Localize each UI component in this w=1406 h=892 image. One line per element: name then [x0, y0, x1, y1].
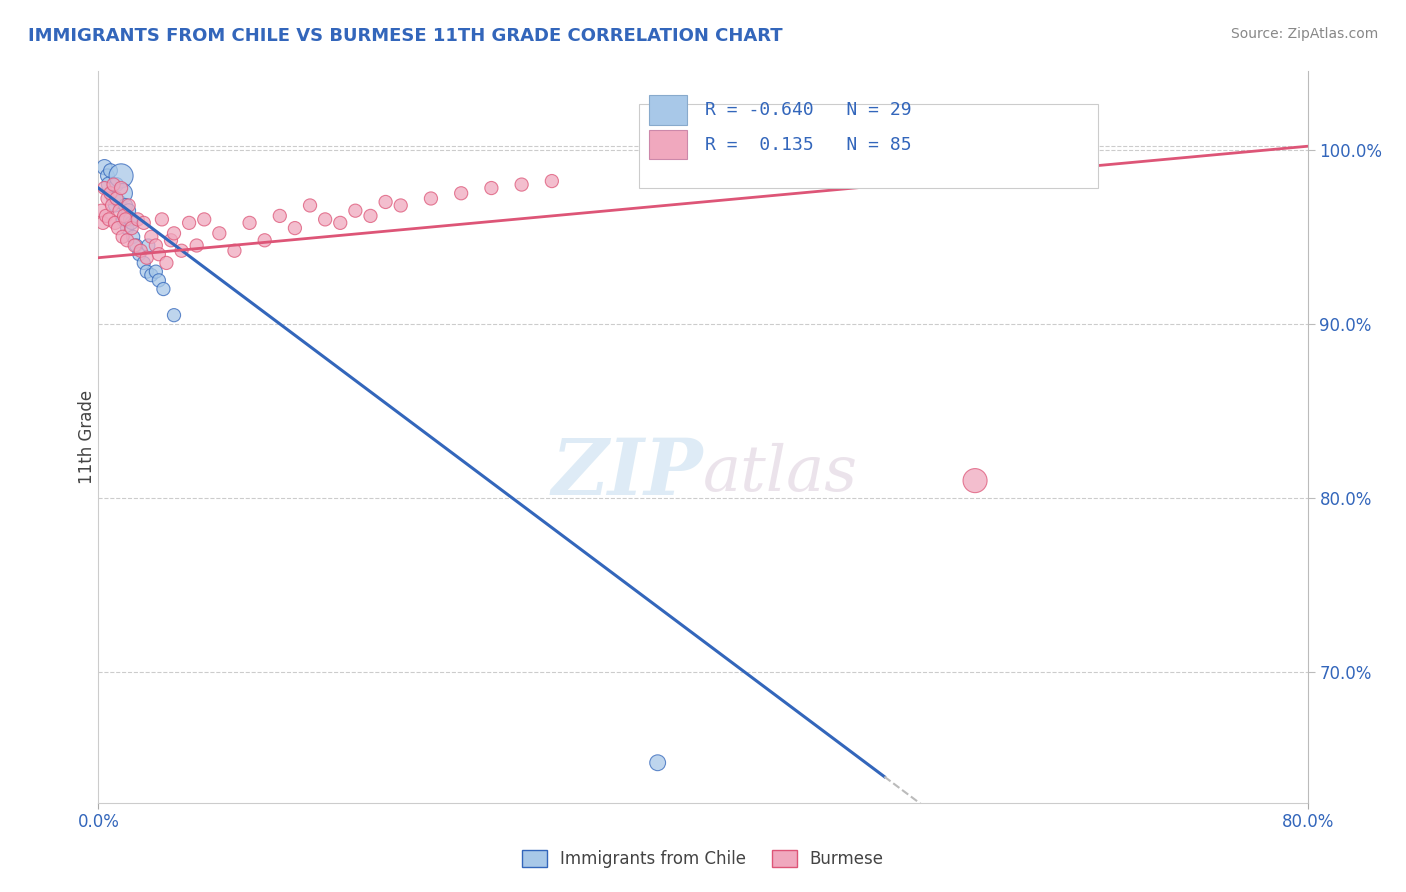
Point — [132, 256, 155, 270]
Point — [103, 192, 125, 206]
Legend: Immigrants from Chile, Burmese: Immigrants from Chile, Burmese — [516, 843, 890, 875]
Point — [148, 273, 170, 287]
Point — [344, 203, 367, 218]
Point — [135, 265, 157, 279]
Point — [314, 212, 336, 227]
Point — [150, 212, 173, 227]
Point — [96, 192, 118, 206]
Point — [96, 169, 118, 183]
Point — [93, 181, 115, 195]
Point — [111, 229, 134, 244]
Text: ZIP: ZIP — [551, 435, 703, 512]
Point — [163, 227, 186, 241]
Point — [450, 186, 472, 201]
Point — [329, 216, 352, 230]
Point — [136, 238, 159, 252]
Point — [112, 212, 135, 227]
Point — [105, 192, 128, 206]
Point — [179, 216, 201, 230]
Point — [111, 186, 134, 201]
Point — [110, 181, 132, 195]
Point — [93, 160, 115, 174]
Point — [104, 198, 127, 212]
Point — [115, 233, 138, 247]
Point — [148, 247, 170, 261]
Point — [389, 198, 412, 212]
Point — [253, 233, 276, 247]
Point — [98, 212, 121, 227]
Point — [110, 169, 132, 183]
FancyBboxPatch shape — [648, 95, 688, 125]
Point — [208, 227, 231, 241]
Point — [108, 194, 131, 209]
Point — [100, 186, 122, 201]
Y-axis label: 11th Grade: 11th Grade — [79, 390, 96, 484]
Point — [121, 216, 143, 230]
Point — [239, 216, 262, 230]
Point — [481, 181, 503, 195]
Point — [420, 192, 443, 206]
Text: R =  0.135   N = 85: R = 0.135 N = 85 — [706, 136, 912, 153]
Point — [170, 244, 193, 258]
Point — [540, 174, 562, 188]
Text: atlas: atlas — [703, 442, 858, 505]
Point — [141, 268, 163, 282]
FancyBboxPatch shape — [638, 104, 1098, 188]
Point — [122, 229, 145, 244]
Point — [160, 233, 183, 247]
Point — [224, 244, 246, 258]
Point — [107, 221, 129, 235]
Point — [374, 194, 396, 209]
Point — [103, 178, 125, 192]
Point — [284, 221, 307, 235]
Point — [360, 209, 382, 223]
Point — [145, 265, 167, 279]
Point — [152, 282, 174, 296]
Point — [129, 244, 152, 258]
Point — [269, 209, 291, 223]
Point — [120, 212, 142, 227]
Point — [186, 238, 208, 252]
FancyBboxPatch shape — [648, 130, 688, 159]
Point — [125, 238, 148, 252]
Point — [91, 216, 114, 230]
Point — [118, 198, 141, 212]
Text: IMMIGRANTS FROM CHILE VS BURMESE 11TH GRADE CORRELATION CHART: IMMIGRANTS FROM CHILE VS BURMESE 11TH GR… — [28, 27, 783, 45]
Point — [100, 163, 122, 178]
Point — [118, 203, 141, 218]
Point — [90, 203, 112, 218]
Point — [127, 212, 149, 227]
Point — [108, 203, 131, 218]
Text: Source: ZipAtlas.com: Source: ZipAtlas.com — [1230, 27, 1378, 41]
Point — [965, 474, 987, 488]
Point — [98, 178, 121, 192]
Point — [105, 178, 128, 192]
Point — [155, 256, 177, 270]
Point — [112, 209, 135, 223]
Text: R = -0.640   N = 29: R = -0.640 N = 29 — [706, 101, 912, 120]
Point — [132, 216, 155, 230]
Point — [115, 221, 138, 235]
Point — [94, 209, 117, 223]
Point — [141, 229, 163, 244]
Point — [101, 186, 124, 201]
Point — [104, 216, 127, 230]
Point — [1327, 209, 1350, 223]
Point — [193, 212, 215, 227]
Point — [121, 221, 143, 235]
Point — [647, 756, 669, 770]
Point — [145, 238, 167, 252]
Point — [510, 178, 533, 192]
Point — [114, 198, 136, 212]
Point — [163, 308, 186, 322]
Point — [135, 251, 157, 265]
Point — [124, 238, 146, 252]
Point — [128, 247, 150, 261]
Point — [101, 198, 124, 212]
Point — [114, 212, 136, 227]
Point — [299, 198, 322, 212]
